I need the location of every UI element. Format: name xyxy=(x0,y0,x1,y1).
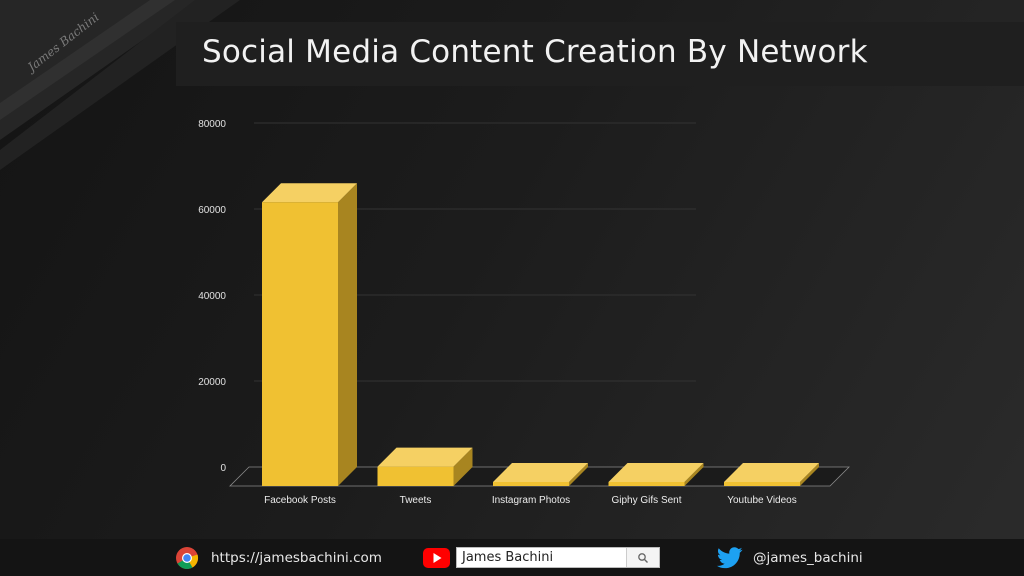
twitter-icon xyxy=(717,547,743,569)
bar-side xyxy=(800,463,819,486)
x-tick-label: Youtube Videos xyxy=(727,495,797,506)
bars-layer xyxy=(262,183,819,486)
bar xyxy=(262,202,338,486)
bar-top xyxy=(377,447,473,467)
youtube-search-input[interactable]: James Bachini xyxy=(456,547,660,568)
y-tick-label: 60000 xyxy=(198,205,226,216)
bar xyxy=(377,466,454,486)
youtube-icon xyxy=(423,548,450,568)
chrome-icon xyxy=(176,547,199,569)
twitter-link[interactable]: @james_bachini xyxy=(717,546,863,570)
x-tick-label: Tweets xyxy=(400,495,432,506)
bar-top xyxy=(262,183,357,203)
search-input-value: James Bachini xyxy=(462,550,554,565)
bar-top xyxy=(493,463,588,482)
website-url: https://jamesbachini.com xyxy=(211,550,382,566)
youtube-link[interactable] xyxy=(423,546,450,570)
title-bar: Social Media Content Creation By Network xyxy=(176,22,1024,86)
footer-bar: https://jamesbachini.com James Bachini @… xyxy=(0,539,1024,576)
x-tick-label: Facebook Posts xyxy=(264,495,336,506)
page-title: Social Media Content Creation By Network xyxy=(202,34,868,70)
y-tick-label: 80000 xyxy=(198,119,226,130)
bar xyxy=(724,482,800,486)
y-tick-label: 0 xyxy=(220,463,226,474)
y-tick-label: 20000 xyxy=(198,377,226,388)
x-tick-label: Instagram Photos xyxy=(492,495,570,506)
search-button[interactable] xyxy=(626,548,659,567)
labels-layer: 0 20000 40000 60000 80000 Facebook Posts Tweet… xyxy=(198,119,797,506)
bar-side xyxy=(684,463,704,486)
twitter-handle: @james_bachini xyxy=(753,550,863,566)
bar-side xyxy=(453,447,473,486)
bar-side xyxy=(338,183,357,486)
bar-side xyxy=(569,463,588,486)
bar xyxy=(608,482,685,486)
bar-top xyxy=(608,463,704,482)
y-tick-label: 40000 xyxy=(198,291,226,302)
website-link[interactable]: https://jamesbachini.com xyxy=(175,546,382,570)
corner-logo: James Bachini xyxy=(0,0,240,170)
bar-top xyxy=(724,463,819,482)
x-tick-label: Giphy Gifs Sent xyxy=(611,495,681,506)
search-icon xyxy=(638,552,648,563)
bar xyxy=(493,482,569,486)
